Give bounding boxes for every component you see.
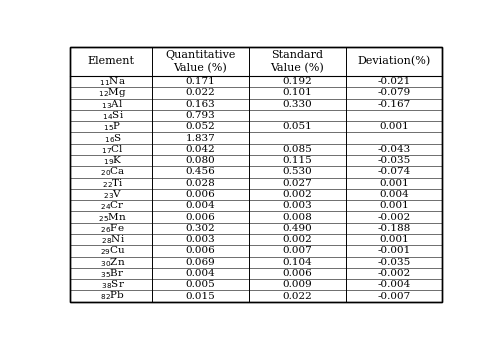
Text: $_{30}$Zn: $_{30}$Zn xyxy=(97,256,126,269)
Text: 0.008: 0.008 xyxy=(282,213,312,221)
Text: -0.074: -0.074 xyxy=(378,167,410,176)
Text: -0.079: -0.079 xyxy=(378,88,410,98)
Text: 0.051: 0.051 xyxy=(282,122,312,131)
Text: 0.192: 0.192 xyxy=(282,77,312,86)
Text: 0.052: 0.052 xyxy=(186,122,216,131)
Text: $_{22}$Ti: $_{22}$Ti xyxy=(98,177,124,190)
Text: 0.085: 0.085 xyxy=(282,145,312,154)
Text: -0.004: -0.004 xyxy=(378,280,410,289)
Text: -0.001: -0.001 xyxy=(378,246,410,255)
Text: -0.002: -0.002 xyxy=(378,269,410,278)
Text: 0.163: 0.163 xyxy=(186,100,216,109)
Text: 0.793: 0.793 xyxy=(186,111,216,120)
Text: 0.015: 0.015 xyxy=(186,292,216,300)
Text: 0.302: 0.302 xyxy=(186,224,216,233)
Text: 0.006: 0.006 xyxy=(186,213,216,221)
Text: 0.101: 0.101 xyxy=(282,88,312,98)
Text: 0.001: 0.001 xyxy=(379,235,409,244)
Text: 0.330: 0.330 xyxy=(282,100,312,109)
Text: 0.022: 0.022 xyxy=(186,88,216,98)
Text: 0.007: 0.007 xyxy=(282,246,312,255)
Text: 0.004: 0.004 xyxy=(379,190,409,199)
Text: $_{38}$Sr: $_{38}$Sr xyxy=(98,278,124,291)
Text: 0.006: 0.006 xyxy=(186,190,216,199)
Text: $_{28}$Ni: $_{28}$Ni xyxy=(98,233,124,246)
Text: $_{16}$S: $_{16}$S xyxy=(100,132,122,145)
Text: $_{14}$Si: $_{14}$Si xyxy=(98,109,124,122)
Text: 0.001: 0.001 xyxy=(379,122,409,131)
Text: $_{17}$Cl: $_{17}$Cl xyxy=(98,143,124,156)
Text: $_{23}$V: $_{23}$V xyxy=(100,188,122,201)
Text: -0.007: -0.007 xyxy=(378,292,410,300)
Text: $_{20}$Ca: $_{20}$Ca xyxy=(97,166,126,178)
Text: 0.104: 0.104 xyxy=(282,258,312,267)
Text: $_{82}$Pb: $_{82}$Pb xyxy=(97,290,125,303)
Text: 0.027: 0.027 xyxy=(282,179,312,188)
Text: -0.188: -0.188 xyxy=(378,224,410,233)
Text: 0.002: 0.002 xyxy=(282,235,312,244)
Text: $_{25}$Mn: $_{25}$Mn xyxy=(95,211,127,224)
Text: 0.530: 0.530 xyxy=(282,167,312,176)
Text: -0.002: -0.002 xyxy=(378,213,410,221)
Text: $_{29}$Cu: $_{29}$Cu xyxy=(96,245,126,257)
Text: Standard
Value (%): Standard Value (%) xyxy=(270,50,324,73)
Text: 0.069: 0.069 xyxy=(186,258,216,267)
Text: 0.004: 0.004 xyxy=(186,201,216,210)
Text: 0.006: 0.006 xyxy=(282,269,312,278)
Text: $_{35}$Br: $_{35}$Br xyxy=(98,267,125,280)
Text: 0.004: 0.004 xyxy=(186,269,216,278)
Text: 0.002: 0.002 xyxy=(282,190,312,199)
Text: 0.028: 0.028 xyxy=(186,179,216,188)
Text: 0.009: 0.009 xyxy=(282,280,312,289)
Text: Quantitative
Value (%): Quantitative Value (%) xyxy=(166,50,236,73)
Text: $_{19}$K: $_{19}$K xyxy=(100,154,122,167)
Text: 1.837: 1.837 xyxy=(186,134,216,142)
Text: $_{12}$Mg: $_{12}$Mg xyxy=(96,87,127,99)
Text: 0.001: 0.001 xyxy=(379,179,409,188)
Text: 0.022: 0.022 xyxy=(282,292,312,300)
Text: 0.003: 0.003 xyxy=(282,201,312,210)
Text: -0.035: -0.035 xyxy=(378,156,410,165)
Text: 0.042: 0.042 xyxy=(186,145,216,154)
Text: 0.006: 0.006 xyxy=(186,246,216,255)
Text: 0.001: 0.001 xyxy=(379,201,409,210)
Text: -0.167: -0.167 xyxy=(378,100,410,109)
Text: $_{15}$P: $_{15}$P xyxy=(100,120,122,133)
Text: 0.456: 0.456 xyxy=(186,167,216,176)
Text: $_{13}$Al: $_{13}$Al xyxy=(98,98,124,111)
Text: $_{26}$Fe: $_{26}$Fe xyxy=(98,222,125,235)
Text: $_{11}$Na: $_{11}$Na xyxy=(96,75,126,88)
Text: 0.003: 0.003 xyxy=(186,235,216,244)
Text: -0.021: -0.021 xyxy=(378,77,410,86)
Text: 0.171: 0.171 xyxy=(186,77,216,86)
Text: 0.490: 0.490 xyxy=(282,224,312,233)
Text: Element: Element xyxy=(88,56,134,66)
Text: -0.043: -0.043 xyxy=(378,145,410,154)
Text: Deviation(%): Deviation(%) xyxy=(358,56,430,67)
Text: 0.080: 0.080 xyxy=(186,156,216,165)
Text: $_{24}$Cr: $_{24}$Cr xyxy=(98,199,125,212)
Text: -0.035: -0.035 xyxy=(378,258,410,267)
Text: 0.005: 0.005 xyxy=(186,280,216,289)
Text: 0.115: 0.115 xyxy=(282,156,312,165)
